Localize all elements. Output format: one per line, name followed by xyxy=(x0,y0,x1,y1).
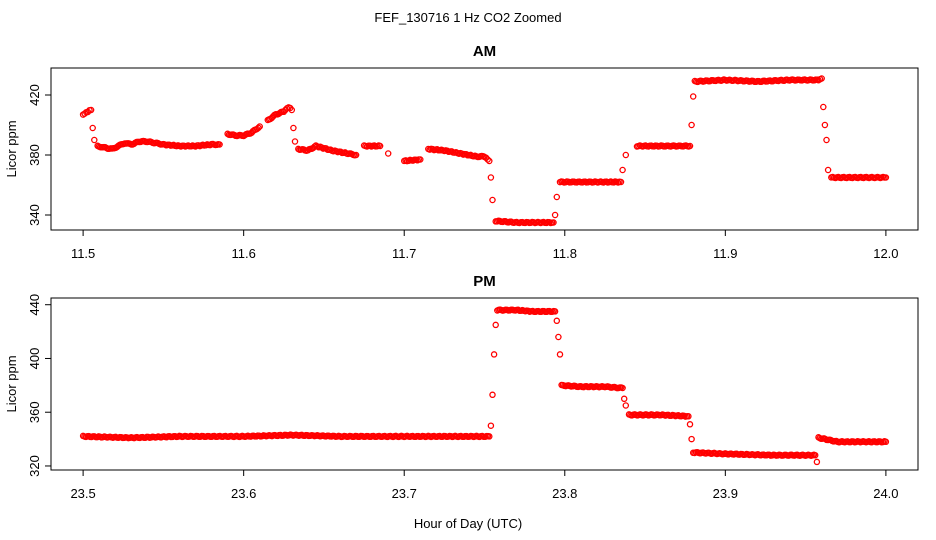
am-data-point xyxy=(318,144,326,151)
pm-data-point xyxy=(686,421,694,428)
pm-plot-frame xyxy=(50,297,919,471)
pm-data-point xyxy=(556,351,564,358)
am-data-point xyxy=(688,121,695,129)
am-data-point xyxy=(376,142,384,150)
pm-x-tick-label: 23.8 xyxy=(552,486,577,501)
pm-data-point xyxy=(487,422,495,429)
am-x-tick-label: 12.0 xyxy=(873,246,898,261)
am-data-point xyxy=(486,157,493,165)
pm-data-point xyxy=(688,435,695,443)
am-data-point xyxy=(824,166,832,174)
am-x-tick-label: 11.5 xyxy=(71,246,95,261)
pm-y-axis-label: Licor ppm xyxy=(4,355,19,412)
pm-data-point xyxy=(619,384,626,392)
pm-data-point xyxy=(882,438,890,446)
am-plot-frame xyxy=(50,67,919,231)
am-data-point xyxy=(821,121,829,129)
am-data-point xyxy=(290,124,297,132)
pm-data-point xyxy=(553,317,561,325)
am-data-point xyxy=(255,124,262,132)
am-panel-title: AM xyxy=(473,43,496,60)
am-data-point xyxy=(489,196,496,204)
pm-y-tick-label: 320 xyxy=(27,455,42,477)
am-data-point xyxy=(91,136,98,144)
am-data-point xyxy=(823,136,830,144)
am-data-point xyxy=(619,166,626,174)
am-data-point xyxy=(484,156,491,163)
am-x-tick-label: 11.6 xyxy=(231,246,255,261)
pm-y-tick-label: 400 xyxy=(27,348,42,370)
am-data-point xyxy=(463,150,470,158)
pm-y-tick-label: 440 xyxy=(27,294,42,316)
pm-data-point xyxy=(486,433,493,440)
am-x-tick-label: 11.9 xyxy=(713,246,737,261)
am-y-tick-label: 340 xyxy=(27,204,42,226)
pm-data-point xyxy=(620,395,628,403)
am-data-point xyxy=(686,142,694,150)
am-data-point xyxy=(689,93,697,100)
pm-data-point xyxy=(813,458,821,466)
pm-data-point xyxy=(622,402,630,409)
am-data-point xyxy=(81,110,88,117)
am-data-point xyxy=(882,174,890,181)
pm-data-point xyxy=(811,451,819,459)
am-data-point xyxy=(384,150,392,157)
am-y-tick-label: 420 xyxy=(27,84,42,106)
am-data-point xyxy=(216,141,223,148)
am-data-point xyxy=(487,174,495,181)
pm-panel-title: PM xyxy=(473,273,496,290)
am-data-point xyxy=(352,151,360,159)
pm-data-point xyxy=(685,413,692,420)
am-data-point xyxy=(553,193,561,201)
pm-data-point xyxy=(490,351,498,358)
am-data-point xyxy=(482,154,490,162)
am-data-point xyxy=(417,156,424,163)
pm-data-point xyxy=(555,333,562,341)
am-y-tick-label: 380 xyxy=(27,144,42,166)
am-data-point xyxy=(288,106,296,114)
am-data-point xyxy=(87,106,95,114)
pm-y-tick-label: 360 xyxy=(27,401,42,423)
am-data-point xyxy=(622,151,630,159)
am-data-point xyxy=(818,75,825,82)
pm-x-tick-label: 24.0 xyxy=(873,486,898,501)
figure-title: FEF_130716 1 Hz CO2 Zoomed xyxy=(374,10,561,25)
pm-data-point xyxy=(551,308,559,315)
am-data-point xyxy=(89,124,96,132)
am-data-point xyxy=(256,123,263,130)
pm-x-tick-label: 23.9 xyxy=(713,486,738,501)
am-data-point xyxy=(617,178,625,186)
am-x-tick-label: 11.7 xyxy=(392,246,416,261)
am-data-point xyxy=(551,211,559,219)
figure-x-label: Hour of Day (UTC) xyxy=(414,516,522,531)
pm-data-point xyxy=(489,391,496,399)
pm-data-point xyxy=(492,321,499,329)
pm-x-tick-label: 23.7 xyxy=(392,486,417,501)
am-x-tick-label: 11.8 xyxy=(553,246,577,261)
pm-x-tick-label: 23.5 xyxy=(70,486,95,501)
am-data-point xyxy=(550,219,557,226)
am-y-axis-label: Licor ppm xyxy=(4,120,19,177)
am-data-point xyxy=(820,103,827,111)
am-data-point xyxy=(291,138,299,145)
pm-x-tick-label: 23.6 xyxy=(231,486,256,501)
